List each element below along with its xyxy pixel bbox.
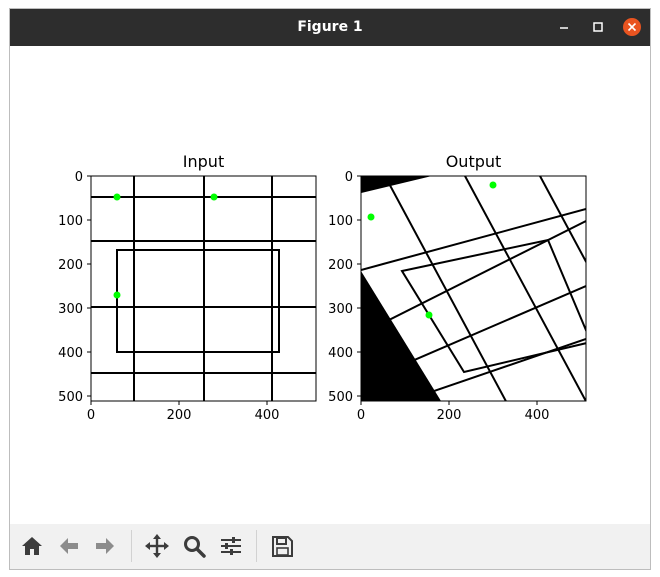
axes-frame [360,175,587,402]
y-tick-label: 300 [328,302,353,317]
zoom-icon[interactable] [180,532,208,560]
x-axis [360,401,538,405]
y-tick-label: 500 [58,390,83,405]
control-point [210,193,218,201]
y-axis [357,175,361,397]
axes-title: Input [183,152,224,171]
x-tick-label: 0 [357,408,365,423]
home-icon[interactable] [18,532,46,560]
y-axis [87,175,91,397]
figure-svg: Input [58,152,587,423]
y-tick-label: 400 [58,346,83,361]
axes-input: Input [58,152,317,423]
maximize-icon[interactable] [588,17,608,37]
control-point [489,181,497,189]
configure-subplots-icon[interactable] [217,532,245,560]
y-tick-label: 200 [58,258,83,273]
control-point [367,213,375,221]
black-region-bottom-left [361,271,441,401]
toolbar-separator [256,530,257,562]
x-tick-label: 0 [87,408,95,423]
y-tick-label: 0 [75,170,83,185]
minimize-icon[interactable] [554,17,574,37]
navigation-toolbar [10,524,650,569]
axes-frame [90,175,317,402]
y-tick-label: 400 [328,346,353,361]
x-tick-label: 400 [525,408,550,423]
figure-window: Figure 1 Input [9,8,651,570]
y-tick-label: 200 [328,258,353,273]
y-tick-label: 500 [328,390,353,405]
y-tick-label: 100 [58,214,83,229]
y-tick-label: 0 [345,170,353,185]
control-points [113,193,218,299]
image-lines [91,176,316,401]
x-axis [90,401,268,405]
warped-image [361,176,586,401]
save-icon[interactable] [268,532,296,560]
window-title: Figure 1 [297,19,363,35]
control-point [113,291,121,299]
y-tick-label: 100 [328,214,353,229]
figure-canvas[interactable]: Input [10,46,650,524]
pan-icon[interactable] [143,532,171,560]
axes-title: Output [446,152,502,171]
control-points [367,181,497,319]
title-bar: Figure 1 [10,9,650,46]
y-tick-label: 300 [58,302,83,317]
back-icon[interactable] [55,532,83,560]
control-point [113,193,121,201]
x-tick-label: 400 [255,408,280,423]
x-tick-label: 200 [167,408,192,423]
x-tick-label: 200 [437,408,462,423]
forward-icon[interactable] [91,532,119,560]
toolbar-separator [131,530,132,562]
axes-output: Output [328,152,587,423]
control-point [425,311,433,319]
close-icon[interactable] [622,17,642,37]
